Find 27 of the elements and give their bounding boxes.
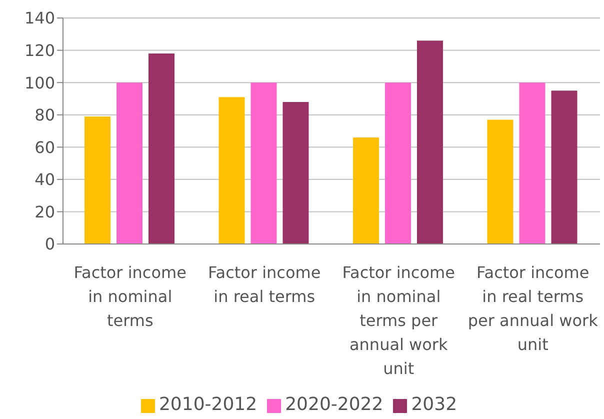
y-tick-label: 40 (34, 170, 55, 190)
legend-label: 2010-2012 (158, 394, 258, 415)
y-tick-label: 100 (24, 73, 55, 92)
bar (250, 82, 277, 244)
y-tick-label: 0 (44, 234, 55, 254)
bar (519, 82, 546, 244)
x-tick-label: Factor income in nominal terms (74, 263, 186, 330)
bar (218, 97, 245, 244)
bar (148, 54, 174, 244)
bar (116, 82, 142, 244)
bar (551, 90, 578, 244)
bar (416, 40, 443, 244)
y-tick-label: 60 (34, 138, 55, 157)
y-tick-label: 80 (34, 106, 55, 125)
bar (384, 82, 411, 244)
x-tick-label: Factor income in real terms per annual work unit (468, 263, 599, 354)
y-tick-label: 120 (24, 40, 55, 60)
y-tick-label: 140 (24, 8, 55, 28)
legend-label: 2020-2022 (285, 394, 384, 415)
x-tick-label: Factor income in nominal terms per annual work unit (342, 263, 455, 378)
legend-label: 2032 (411, 394, 458, 415)
bar (352, 137, 379, 244)
bar (84, 116, 110, 244)
y-tick-label: 20 (34, 202, 55, 222)
bar (487, 120, 514, 244)
bar (282, 102, 309, 244)
x-tick-label: Factor income in real terms (208, 263, 321, 306)
